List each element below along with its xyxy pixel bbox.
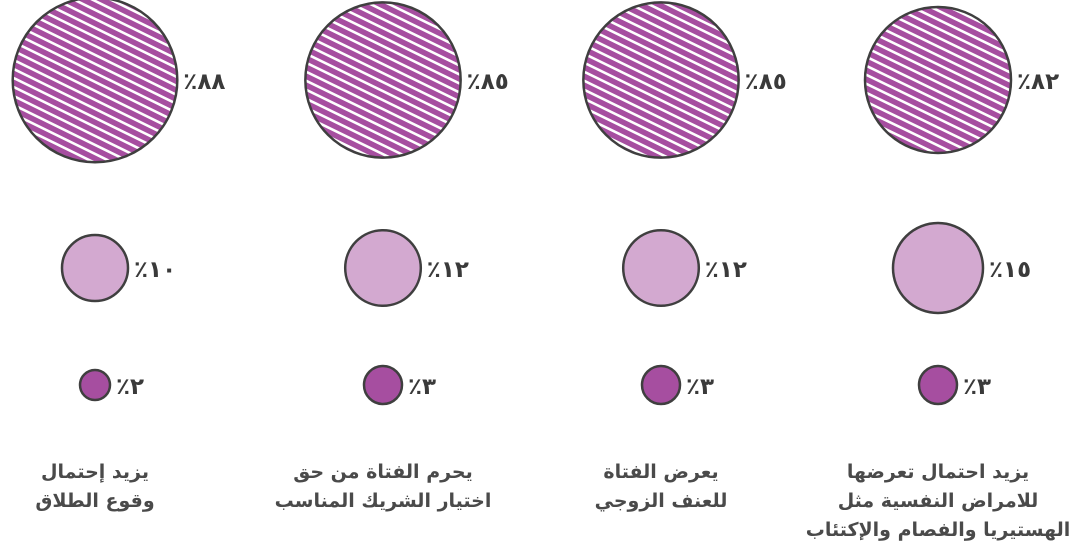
percent-label: ٪١٠ <box>134 257 176 283</box>
bubble-hatched <box>11 0 179 164</box>
bubble-hatched <box>304 1 462 159</box>
category-caption: يزيد إحتمال <box>41 461 149 483</box>
percent-label: ٪٣ <box>408 374 436 400</box>
percent-label: ٪١٢ <box>427 257 469 283</box>
bubble-dark <box>640 364 682 406</box>
category-caption: يزيد احتمال تعرضها <box>847 461 1029 483</box>
category-caption: وقوع الطلاق <box>35 490 154 512</box>
bubble-light <box>621 228 701 308</box>
bubble-dark <box>78 368 112 402</box>
percent-label: ٪٨٢ <box>1017 69 1059 95</box>
percent-label: ٪٣ <box>686 374 714 400</box>
bubble-light <box>343 228 423 308</box>
category-caption: اختيار الشريك المناسب <box>275 490 492 512</box>
bubble-light <box>891 221 985 315</box>
category-caption: الهستيريا والفصام والإكتئاب <box>806 519 1071 541</box>
bubble-hatched <box>863 5 1013 155</box>
bubble-dark <box>362 364 404 406</box>
category-caption: للامراض النفسية مثل <box>838 490 1039 512</box>
bubble-dark <box>917 364 959 406</box>
percent-label: ٪٨٨ <box>183 69 225 95</box>
category-caption: للعنف الزوجي <box>595 490 728 512</box>
category-caption: يعرض الفتاة <box>603 461 718 483</box>
bubble-hatched <box>582 1 740 159</box>
percent-label: ٪٨٥ <box>745 69 787 95</box>
category-caption: يحرم الفتاة من حق <box>293 461 473 483</box>
percent-label: ٪١٥ <box>989 257 1031 283</box>
bubble-light <box>60 233 130 303</box>
percent-label: ٪٣ <box>963 374 991 400</box>
percent-label: ٪٨٥ <box>467 69 509 95</box>
percent-label: ٪١٢ <box>705 257 747 283</box>
percent-label: ٪٢ <box>116 374 144 400</box>
